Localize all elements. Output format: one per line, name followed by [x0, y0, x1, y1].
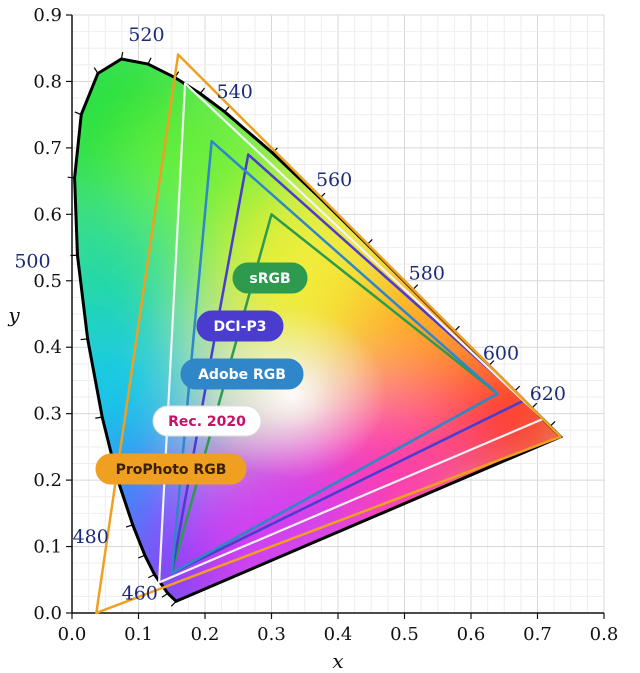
x-tick-label: 0.5 — [390, 624, 419, 645]
wavelength-label: 560 — [316, 169, 352, 191]
wavelength-tick — [125, 524, 133, 528]
wavelength-tick — [199, 87, 205, 95]
y-axis-title: y — [7, 303, 20, 327]
y-tick-label: 0.2 — [33, 470, 62, 491]
wavelength-label: 580 — [409, 263, 445, 285]
y-tick-label: 0.3 — [33, 404, 62, 425]
legend-item: sRGB — [232, 262, 308, 294]
y-tick-label: 0.4 — [33, 337, 62, 358]
y-tick-label: 0.8 — [33, 71, 62, 92]
wavelength-label: 500 — [14, 250, 50, 272]
wavelength-tick — [147, 574, 155, 579]
wavelength-tick — [224, 106, 230, 113]
wavelength-tick — [138, 554, 146, 559]
legend-label: Rec. 2020 — [168, 414, 246, 430]
legend-item: DCI-P3 — [196, 310, 284, 342]
y-tick-label: 0.9 — [33, 5, 62, 26]
wavelength-tick — [93, 67, 99, 74]
y-tick-label: 0.1 — [33, 537, 62, 558]
legend-item: Rec. 2020 — [152, 405, 262, 437]
wavelength-tick — [67, 176, 75, 179]
x-tick-label: 0.7 — [523, 624, 552, 645]
wavelength-label: 540 — [217, 81, 253, 103]
gamut-triangle-3 — [170, 139, 499, 575]
legend-label: DCI-P3 — [214, 319, 267, 335]
x-tick-label: 0.0 — [58, 624, 87, 645]
legend-item: Adobe RGB — [180, 358, 304, 390]
legend-item: ProPhoto RGB — [95, 453, 247, 485]
wavelength-label: 480 — [73, 526, 109, 548]
gamut-triangle-4 — [158, 82, 544, 584]
legend-label: Adobe RGB — [198, 367, 286, 383]
y-tick-label: 0.6 — [33, 204, 62, 225]
y-tick-label: 0.5 — [33, 271, 62, 292]
y-tick-label: 0.7 — [33, 138, 62, 159]
labels: 460 480 500 520 540 560 580 600 620 — [14, 24, 566, 604]
wavelength-tick — [170, 600, 177, 607]
spectral-locus-fill: haxingxing.cn, Inc. — [74, 58, 561, 602]
wavelength-label: 620 — [530, 383, 566, 405]
legend-pill — [180, 358, 304, 390]
x-tick-label: 0.3 — [257, 624, 286, 645]
wavelength-tick — [74, 111, 82, 116]
legend-pill — [232, 262, 308, 294]
legend-pill — [152, 405, 262, 437]
wavelength-label: 460 — [122, 582, 158, 604]
x-tick-label: 0.1 — [124, 624, 153, 645]
x-axis-title: x — [332, 649, 343, 673]
gamut-triangle-5 — [95, 53, 562, 615]
wavelength-label: 600 — [483, 342, 519, 364]
wavelength-tick — [120, 51, 124, 60]
x-tick-label: 0.4 — [324, 624, 353, 645]
wavelength-label: 520 — [128, 24, 164, 46]
wavelength-tick — [80, 338, 88, 341]
axes: 0.0 0.1 0.2 0.3 0.4 0.5 0.6 0.7 0.8 0.0 0.1 0.2 0.3 0… — [7, 5, 618, 673]
wavelength-tick — [95, 416, 103, 419]
legend-pill — [95, 453, 247, 485]
legend-label: sRGB — [249, 271, 290, 287]
legend: sRGB DCI-P3 Adobe RGB Rec. 2020 ProPhoto RGB — [95, 262, 308, 485]
y-tick-label: 0.0 — [33, 603, 62, 624]
x-tick-label: 0.8 — [590, 624, 619, 645]
x-tick-label: 0.2 — [191, 624, 220, 645]
locus-color-blobs — [74, 58, 561, 602]
wavelength-tick — [147, 57, 152, 65]
wavelength-tick — [161, 592, 169, 598]
legend-pill — [196, 310, 284, 342]
x-tick-label: 0.6 — [457, 624, 486, 645]
legend-label: ProPhoto RGB — [116, 462, 227, 478]
